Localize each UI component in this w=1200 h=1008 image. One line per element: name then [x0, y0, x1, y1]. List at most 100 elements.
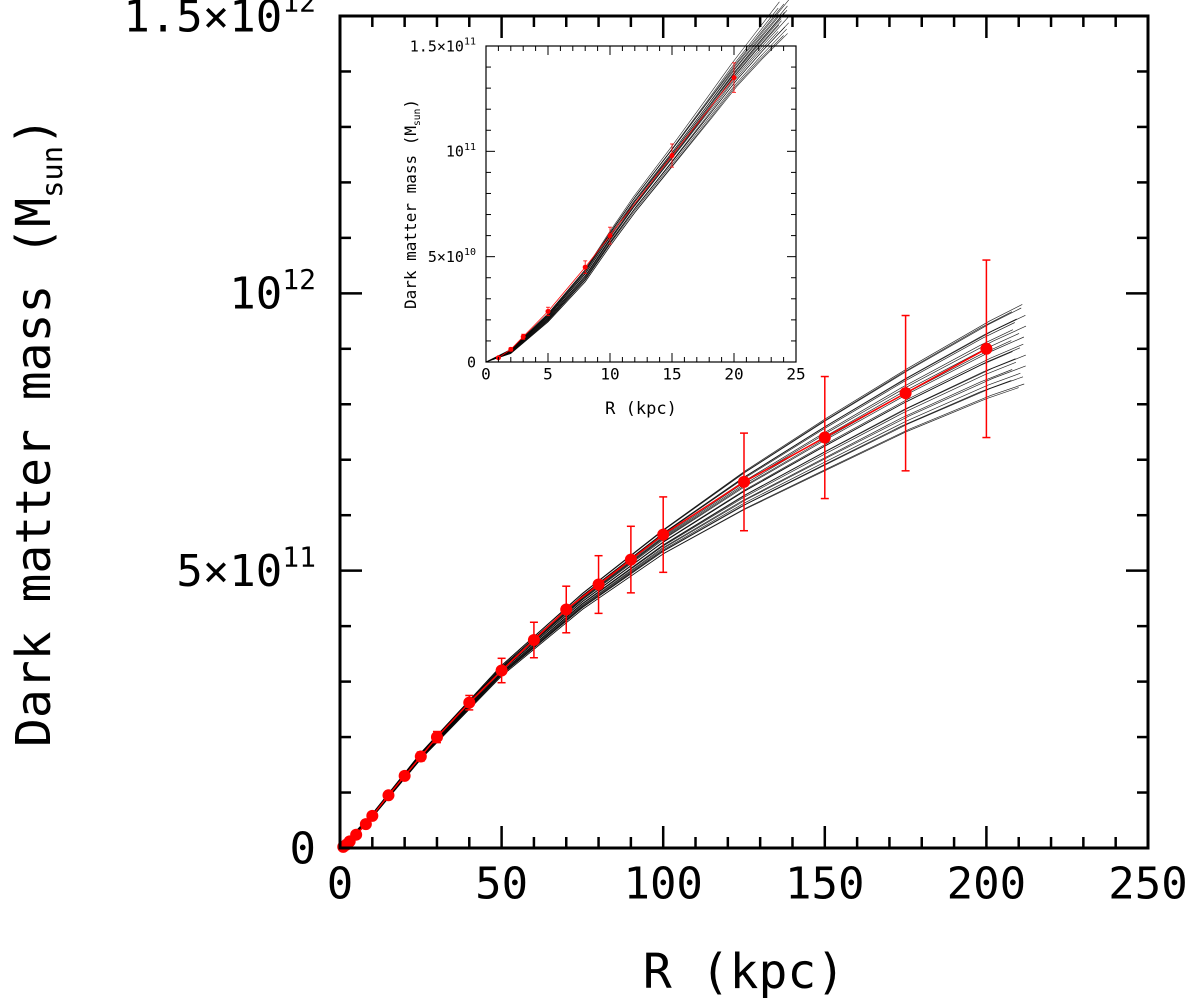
y-tick-label-exponent: 11	[282, 540, 316, 573]
y-axis-label-subscript: sun	[35, 146, 69, 198]
x-tick-label: 50	[475, 859, 528, 910]
x-axis-label: R (kpc)	[643, 944, 845, 1000]
data-point	[607, 233, 613, 239]
data-point	[382, 789, 395, 802]
model-curve	[339, 354, 1026, 849]
model-curve	[339, 369, 1013, 849]
data-point	[398, 769, 411, 782]
data-series	[495, 62, 737, 361]
data-point	[430, 731, 443, 744]
y-axis-label-close: )	[6, 117, 62, 146]
x-tick-label: 200	[947, 859, 1026, 910]
y-tick-label-base: 1.5×10	[410, 37, 464, 55]
y-axis-label-text: Dark matter mass (M	[6, 198, 62, 747]
model-curve	[339, 376, 1024, 849]
model-curve	[485, 5, 788, 363]
model-curve	[339, 343, 1024, 849]
y-tick-label-base: 5×10	[428, 248, 464, 266]
data-line	[498, 77, 735, 359]
y-axis-label-text: Dark matter mass (M	[401, 126, 420, 309]
x-tick-label: 15	[662, 365, 681, 384]
y-tick-label: 5×1010	[428, 247, 476, 266]
model-curve	[339, 347, 1021, 849]
model-curve	[339, 380, 1012, 849]
model-curve	[339, 372, 1021, 849]
data-point	[738, 475, 750, 488]
model-curve	[485, 28, 787, 363]
x-tick-label: 10	[600, 365, 619, 384]
model-curve	[339, 351, 1013, 849]
y-axis-label: Dark matter mass (Msun)	[401, 99, 423, 309]
data-point	[463, 696, 476, 709]
x-tick-label: 100	[623, 859, 702, 910]
y-axis-label: Dark matter mass (Msun)	[6, 117, 69, 747]
data-point	[657, 528, 670, 541]
model-curve	[339, 361, 1017, 849]
model-curve	[339, 325, 1027, 849]
y-tick-label-exponent: 11	[464, 37, 476, 48]
y-tick-label: 5×1011	[176, 540, 316, 597]
y-tick-label-base: 10	[229, 269, 282, 320]
y-tick-label: 0	[467, 353, 476, 371]
y-tick-label: 1.5×1012	[123, 0, 316, 42]
y-tick-label-exponent: 12	[282, 0, 316, 19]
model-curve	[485, 10, 788, 363]
inset-background	[486, 46, 796, 362]
model-curve	[339, 336, 1025, 849]
model-curve	[339, 307, 1022, 849]
y-tick-label: 1012	[229, 263, 316, 320]
y-tick-label-base: 0	[467, 353, 476, 371]
data-point	[350, 828, 363, 841]
x-tick-label: 150	[785, 859, 864, 910]
model-curve	[339, 314, 1026, 849]
data-point	[818, 431, 831, 444]
y-tick-label: 1.5×1011	[410, 37, 476, 56]
data-point	[414, 750, 427, 763]
data-point	[899, 387, 912, 400]
data-point	[669, 153, 675, 159]
model-curve	[339, 318, 1017, 849]
y-tick-label-base: 1.5×10	[123, 0, 282, 42]
x-tick-label: 0	[481, 365, 491, 384]
model-curve	[339, 365, 1026, 849]
x-tick-label: 20	[724, 365, 743, 384]
y-tick-label: 0	[290, 823, 317, 874]
data-point	[582, 264, 588, 270]
data-point	[980, 342, 993, 355]
x-axis-label: R (kpc)	[605, 399, 677, 419]
data-point	[359, 818, 372, 831]
data-point	[495, 664, 508, 677]
data-point	[366, 809, 379, 822]
model-curve	[485, 22, 789, 363]
y-tick-label-base: 0	[290, 823, 317, 874]
plot-frame	[338, 14, 1150, 850]
data-point	[592, 578, 605, 591]
data-point	[624, 553, 637, 566]
y-tick-label-base: 10	[446, 143, 464, 161]
data-point	[508, 346, 514, 352]
y-tick-label-base: 5×10	[176, 546, 282, 597]
data-point	[545, 308, 551, 314]
data-series	[337, 259, 993, 853]
model-curves	[485, 0, 790, 363]
model-curve	[339, 358, 1016, 849]
y-tick-label-exponent: 11	[464, 142, 476, 153]
model-curve	[339, 383, 1025, 849]
model-curves	[339, 304, 1027, 849]
data-point	[520, 334, 526, 340]
model-curve	[485, 16, 790, 363]
model-curve	[339, 387, 1019, 849]
x-tick-label: 250	[1108, 859, 1187, 910]
y-tick-label: 1011	[446, 142, 476, 161]
plot-frame	[485, 45, 797, 363]
model-curve	[485, 0, 790, 363]
x-tick-label: 25	[786, 365, 805, 384]
data-point	[731, 75, 737, 81]
model-curve	[339, 322, 1015, 849]
data-line	[342, 348, 987, 848]
y-tick-label-exponent: 10	[464, 247, 476, 258]
x-tick-label: 0	[327, 859, 354, 910]
